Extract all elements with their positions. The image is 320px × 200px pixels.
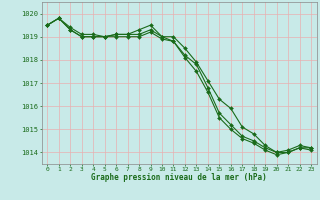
- X-axis label: Graphe pression niveau de la mer (hPa): Graphe pression niveau de la mer (hPa): [91, 173, 267, 182]
